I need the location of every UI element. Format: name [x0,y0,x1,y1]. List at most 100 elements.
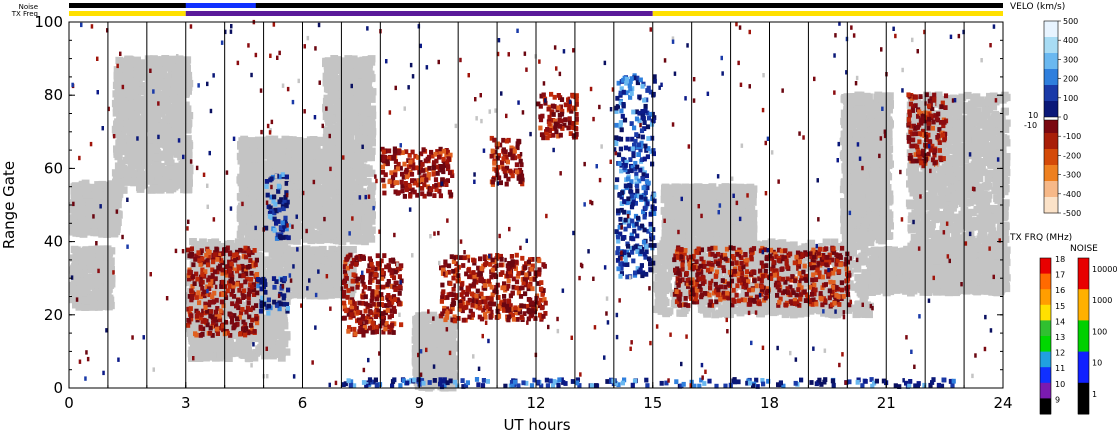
scatter-cell [258,264,266,272]
scatter-cell [311,215,320,223]
scatter-cell [269,348,277,357]
scatter-cell [323,110,331,119]
scatter-cell [278,304,287,313]
scatter-cell [137,115,145,124]
scatter-cell [312,236,321,244]
scatter-cell [81,303,90,311]
scatter-cell [345,152,354,160]
scatter-cell [335,255,343,263]
scatter-cell [86,215,94,223]
scatter-cell [289,277,298,285]
scatter-cell [178,124,187,132]
scatter-cell [252,235,261,243]
scatter-cell [284,163,292,171]
scatter-cell [336,131,345,139]
scatter-cell [307,203,316,211]
scatter-cell [129,121,138,129]
scatter-cell [258,140,266,148]
scatter-cell [123,120,132,128]
scatter-cell [321,278,330,286]
scatter-cell [158,82,167,91]
scatter-cell [71,190,79,198]
scatter-cell [218,332,227,340]
scatter-cell [151,109,160,117]
scatter-cell [250,142,258,150]
scatter-cell [307,236,316,245]
scatter-cell [332,287,340,296]
scatter-cell [354,203,363,211]
scatter-cell [71,227,79,235]
scatter-cell [133,159,142,167]
scatter-cell [217,339,226,347]
scatter-cell [335,163,344,171]
scatter-cell [257,243,266,252]
scatter-cell [338,223,347,231]
scatter-cell [239,182,248,190]
scatter-cell [418,342,427,350]
scatter-cell [252,231,261,240]
scatter-cell [133,56,141,64]
scatter-cell [325,221,334,230]
scatter-cell [244,201,252,209]
scatter-cell [87,274,95,283]
txfreq-bar-segment-2 [652,11,1003,16]
txfreq-bar-segment-0 [69,11,186,16]
scatter-cell [163,171,171,179]
scatter-cell [84,228,92,236]
scatter-cell [270,245,279,253]
scatter-cell [80,250,88,259]
scatter-cell [343,246,352,254]
scatter-cell [277,319,286,327]
scatter-cell [344,70,353,78]
scatter-cell [129,169,138,178]
scatter-cell [336,233,345,241]
scatter-cell [312,149,321,157]
scatter-cell [116,184,124,192]
scatter-cell [69,285,78,294]
scatter-cell [279,309,288,317]
scatter-cell [282,205,291,214]
scatter-cell [162,78,171,87]
scatter-cell [114,118,122,126]
scatter-cell [129,114,138,122]
scatter-cell [278,145,287,153]
scatter-cell [317,152,326,161]
scatter-cell [257,183,266,192]
scatter-cell [251,183,260,191]
scatter-cell [146,152,155,160]
scatter-cell [334,122,343,130]
scatter-cell [141,99,150,107]
scatter-cell [291,141,300,149]
scatter-cell [341,79,350,87]
scatter-cell [96,261,105,269]
scatter-cell [111,99,120,108]
scatter-cell [257,178,265,186]
scatter-cell [312,204,321,212]
scatter-cell [122,156,131,165]
scatter-cell [278,167,287,175]
scatter-cell [305,144,313,152]
scatter-cell [132,177,141,185]
scatter-cell [90,302,99,310]
scatter-cell [71,182,80,190]
scatter-cell [166,186,174,194]
scatter-cell [261,352,269,360]
scatter-cell [190,263,199,271]
scatter-cell [325,149,333,157]
scatter-cell [134,105,143,113]
scatter-cell [272,324,280,332]
scatter-cell [169,87,178,96]
scatter-cell [349,103,358,111]
scatter-cell [322,179,331,187]
scatter-cell [113,104,122,112]
scatter-cell [149,184,158,193]
scatter-cell [174,111,183,119]
scatter-cell [364,165,373,173]
scatter-cell [366,56,374,64]
scatter-cell [346,136,355,144]
scatter-cell [241,187,249,196]
scatter-cell [338,84,347,92]
scatter-cell [114,150,123,158]
scatter-cell [239,171,248,179]
